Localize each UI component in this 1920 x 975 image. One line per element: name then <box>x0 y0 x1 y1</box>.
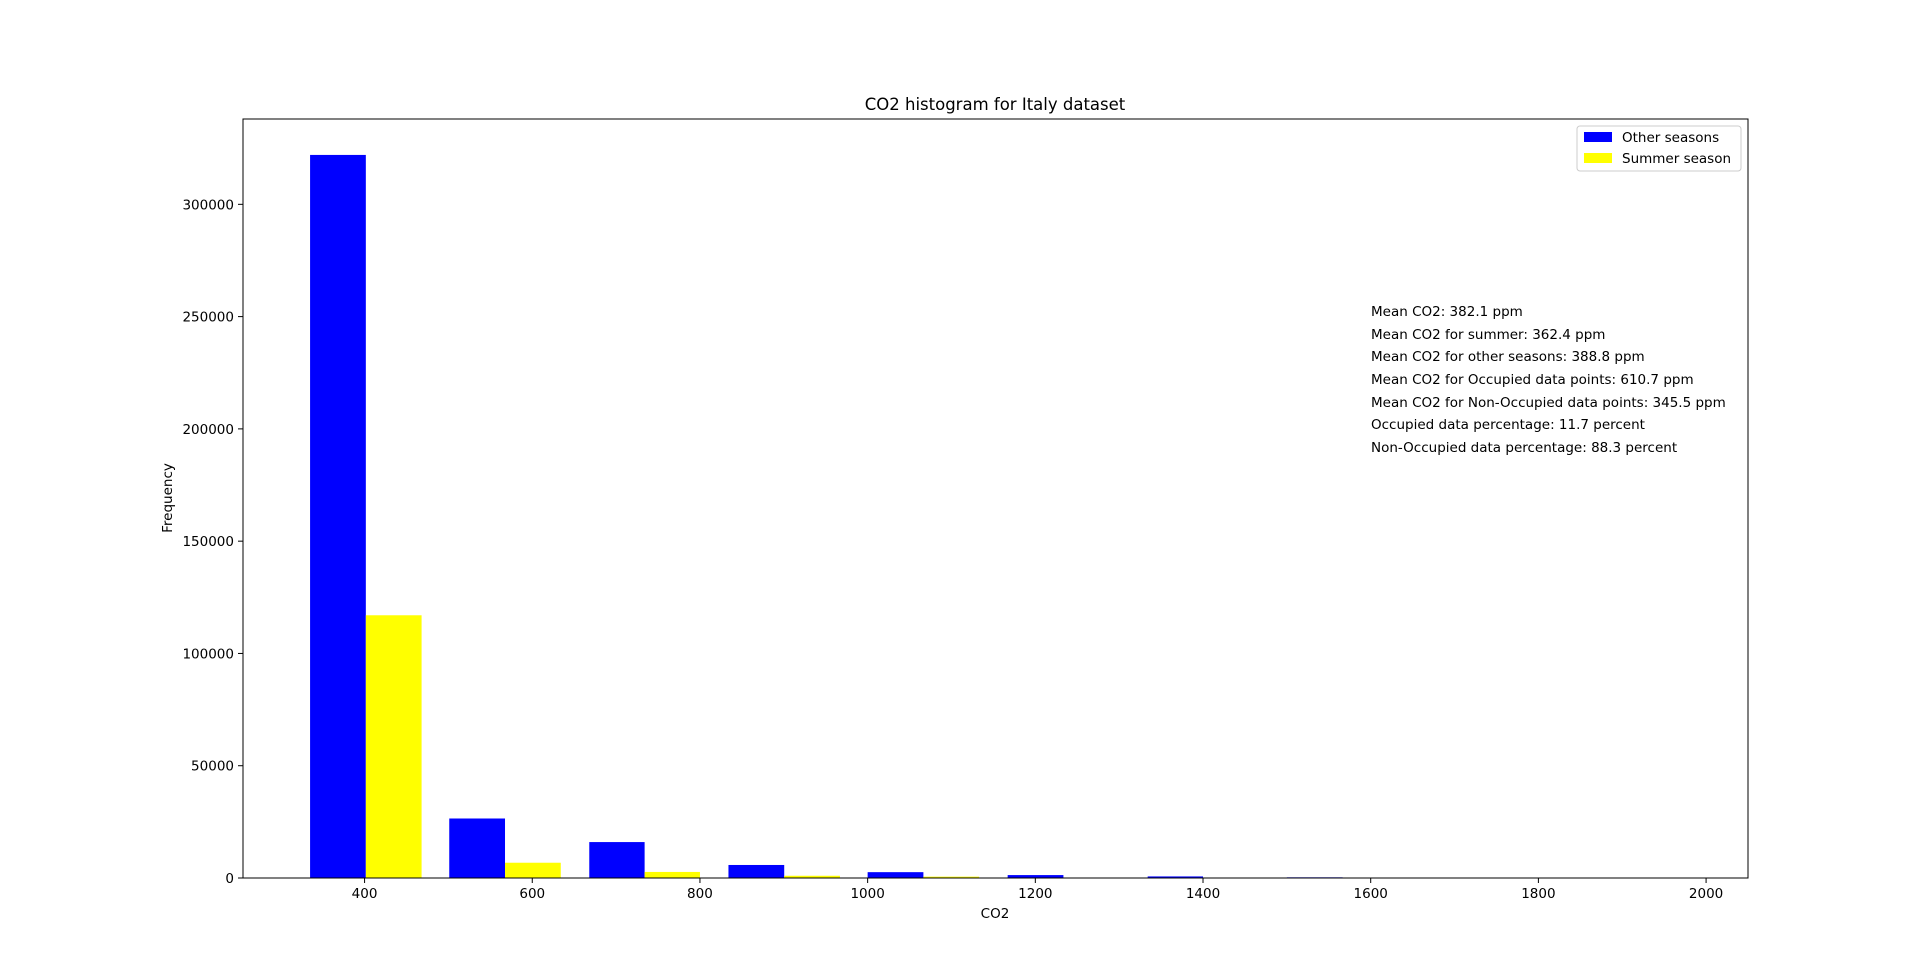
bar-summer-season-1 <box>505 862 561 878</box>
annotation-mean-occupied: Mean CO2 for Occupied data points: 610.7… <box>1371 372 1694 388</box>
bar-other-seasons-2 <box>589 842 645 878</box>
y-axis-label: Frequency <box>160 463 176 533</box>
annotation-non-occupied-pct: Non-Occupied data percentage: 88.3 perce… <box>1371 440 1677 456</box>
bar-summer-season-4 <box>923 876 980 878</box>
x-tick-label: 400 <box>352 886 378 902</box>
legend-label-summer: Summer season <box>1622 151 1731 167</box>
bar-other-seasons-5 <box>1007 875 1064 878</box>
x-tick-label: 1000 <box>850 886 884 902</box>
legend-label-other: Other seasons <box>1622 130 1719 146</box>
bar-other-seasons-3 <box>728 864 785 878</box>
bar-other-seasons-6 <box>1147 876 1204 878</box>
x-tick-label: 800 <box>687 886 713 902</box>
annotation-mean-non-occupied: Mean CO2 for Non-Occupied data points: 3… <box>1371 395 1726 411</box>
bar-summer-season-0 <box>365 615 422 878</box>
x-tick-label: 1200 <box>1018 886 1052 902</box>
bar-other-seasons-1 <box>449 818 506 878</box>
x-axis-label: CO2 <box>981 906 1010 922</box>
annotation-mean-co2: Mean CO2: 382.1 ppm <box>1371 304 1523 320</box>
bar-summer-season-3 <box>784 875 840 878</box>
y-tick-label: 300000 <box>182 197 234 213</box>
plot-frame <box>242 118 1749 879</box>
bar-summer-season-2 <box>644 871 700 878</box>
stats-annotation: Mean CO2: 382.1 ppm Mean CO2 for summer:… <box>1371 304 1726 456</box>
annotation-mean-summer: Mean CO2 for summer: 362.4 ppm <box>1371 327 1605 343</box>
y-axis-ticks: 0 50000 100000 150000 200000 250000 300000 <box>182 197 243 887</box>
y-tick-label: 100000 <box>182 646 234 662</box>
y-tick-label: 0 <box>225 871 234 887</box>
x-tick-label: 600 <box>519 886 545 902</box>
legend-swatch-other <box>1584 132 1612 142</box>
x-tick-label: 1800 <box>1521 886 1555 902</box>
y-tick-label: 50000 <box>191 759 234 775</box>
legend-box <box>1576 125 1742 172</box>
legend-swatch-summer <box>1584 153 1612 163</box>
legend: Other seasons Summer season <box>1576 125 1742 172</box>
y-tick-label: 200000 <box>182 422 234 438</box>
chart-title: CO2 histogram for Italy dataset <box>865 95 1126 114</box>
bars-group <box>310 154 1399 878</box>
annotation-occupied-pct: Occupied data percentage: 11.7 percent <box>1371 417 1645 433</box>
x-tick-label: 2000 <box>1689 886 1723 902</box>
bar-other-seasons-4 <box>867 872 924 878</box>
x-tick-label: 1400 <box>1186 886 1220 902</box>
y-tick-label: 250000 <box>182 310 234 326</box>
y-tick-label: 150000 <box>182 534 234 550</box>
x-axis-ticks: 400 600 800 1000 1200 1400 1600 1800 2000 <box>352 878 1723 902</box>
bar-other-seasons-0 <box>310 154 366 878</box>
annotation-mean-other: Mean CO2 for other seasons: 388.8 ppm <box>1371 349 1645 365</box>
x-tick-label: 1600 <box>1354 886 1388 902</box>
